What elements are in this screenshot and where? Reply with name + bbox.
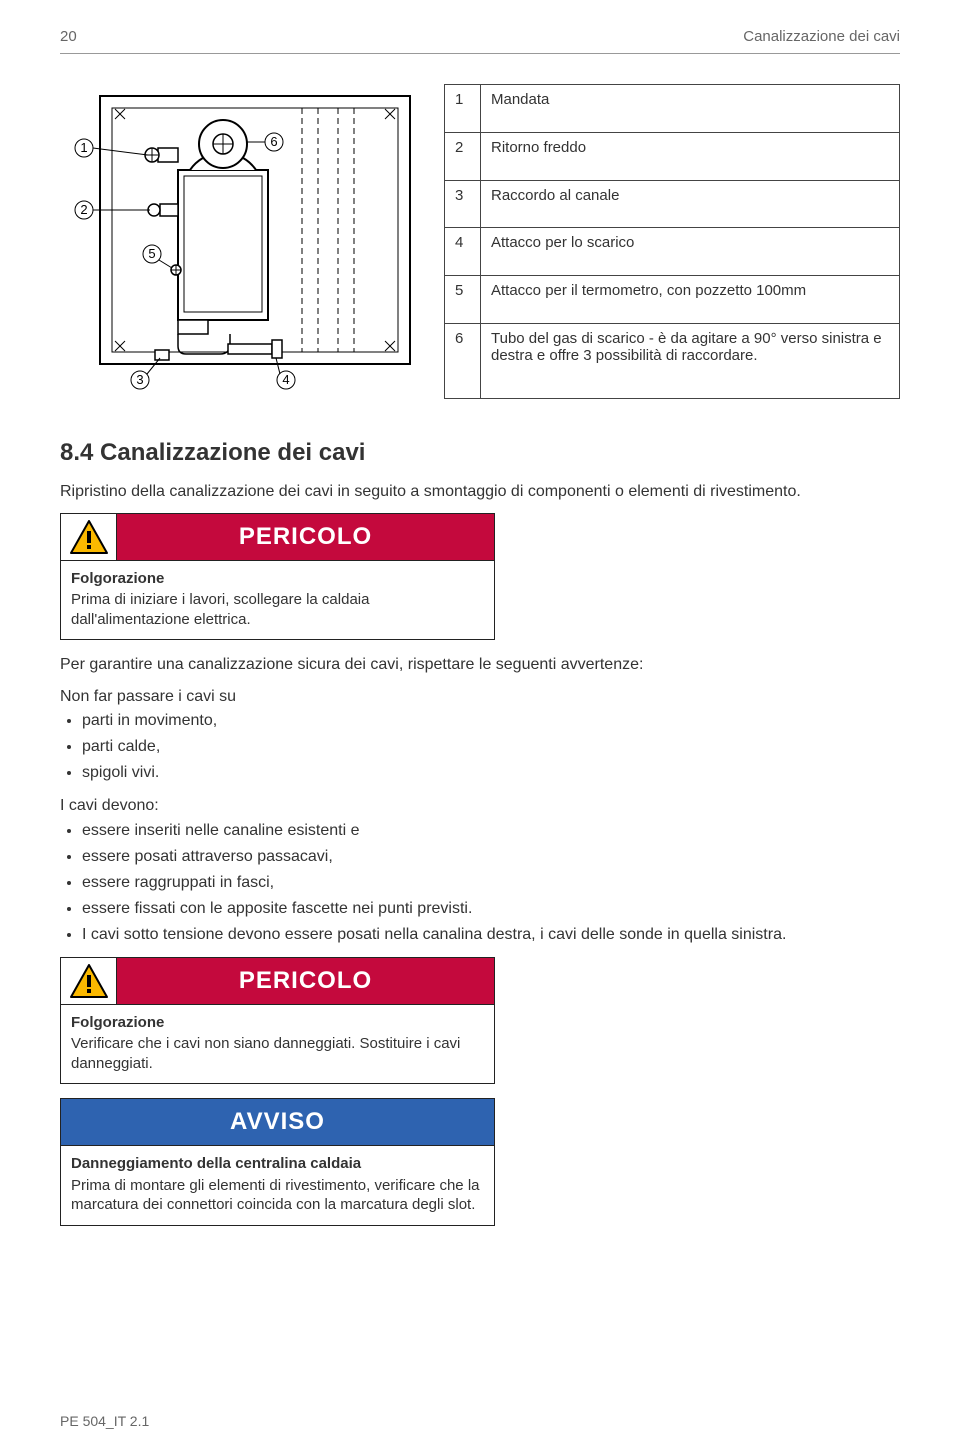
technical-diagram: 1 2 5 6 3 4 (60, 84, 420, 399)
legend-table: 1Mandata 2Ritorno freddo 3Raccordo al ca… (444, 84, 900, 399)
diagram-label-6: 6 (270, 134, 277, 149)
list1: parti in movimento, parti calde, spigoli… (60, 709, 900, 785)
legend-text: Attacco per il termometro, con pozzetto … (481, 276, 900, 324)
list-item: parti calde, (82, 735, 900, 759)
table-row: 2Ritorno freddo (445, 132, 900, 180)
notice-box: AVVISO Danneggiamento della centralina c… (60, 1098, 495, 1226)
legend-text: Tubo del gas di scarico - è da agitare a… (481, 324, 900, 399)
section-heading: 8.4 Canalizzazione dei cavi (60, 439, 900, 467)
notice-label: AVVISO (61, 1108, 494, 1136)
list-item: spigoli vivi. (82, 761, 900, 785)
legend-text: Ritorno freddo (481, 132, 900, 180)
warning-icon (61, 958, 117, 1004)
danger-text: Prima di iniziare i lavori, scollegare l… (71, 591, 369, 628)
table-row: 5Attacco per il termometro, con pozzetto… (445, 276, 900, 324)
danger-heading: Folgorazione (71, 1013, 484, 1033)
diagram-label-2: 2 (80, 202, 87, 217)
legend-text: Attacco per lo scarico (481, 228, 900, 276)
legend-num: 4 (445, 228, 481, 276)
legend-text: Mandata (481, 85, 900, 133)
footer-doc-id: PE 504_IT 2.1 (60, 1413, 149, 1429)
list-item: parti in movimento, (82, 709, 900, 733)
notice-heading: Danneggiamento della centralina caldaia (71, 1154, 484, 1174)
diagram-label-5: 5 (148, 246, 155, 261)
legend-text: Raccordo al canale (481, 180, 900, 228)
body-p1: Per garantire una canalizzazione sicura … (60, 654, 900, 676)
warning-icon (61, 514, 117, 560)
danger-label: PERICOLO (117, 523, 494, 551)
notice-text: Prima di montare gli elementi di rivesti… (71, 1177, 480, 1214)
header-rule (60, 53, 900, 54)
list-item: essere raggruppati in fasci, (82, 871, 900, 895)
legend-num: 5 (445, 276, 481, 324)
list-item: essere posati attraverso passacavi, (82, 845, 900, 869)
diagram-label-3: 3 (136, 372, 143, 387)
list-item: I cavi sotto tensione devono essere posa… (82, 923, 900, 947)
danger-heading: Folgorazione (71, 569, 484, 589)
legend-num: 1 (445, 85, 481, 133)
danger-text: Verificare che i cavi non siano danneggi… (71, 1035, 460, 1072)
danger-label: PERICOLO (117, 967, 494, 995)
body-p2: Non far passare i cavi su (60, 686, 900, 708)
body-p3: I cavi devono: (60, 795, 900, 817)
legend-num: 2 (445, 132, 481, 180)
section-intro: Ripristino della canalizzazione dei cavi… (60, 481, 900, 503)
table-row: 1Mandata (445, 85, 900, 133)
danger-box: PERICOLO Folgorazione Verificare che i c… (60, 957, 495, 1085)
page-number: 20 (60, 28, 77, 45)
legend-num: 6 (445, 324, 481, 399)
list-item: essere inseriti nelle canaline esistenti… (82, 819, 900, 843)
diagram-label-1: 1 (80, 140, 87, 155)
danger-box: PERICOLO Folgorazione Prima di iniziare … (60, 513, 495, 641)
diagram-label-4: 4 (282, 372, 289, 387)
table-row: 6Tubo del gas di scarico - è da agitare … (445, 324, 900, 399)
table-row: 4Attacco per lo scarico (445, 228, 900, 276)
legend-num: 3 (445, 180, 481, 228)
list-item: essere fissati con le apposite fascette … (82, 897, 900, 921)
table-row: 3Raccordo al canale (445, 180, 900, 228)
list2: essere inseriti nelle canaline esistenti… (60, 819, 900, 947)
chapter-title: Canalizzazione dei cavi (743, 28, 900, 45)
